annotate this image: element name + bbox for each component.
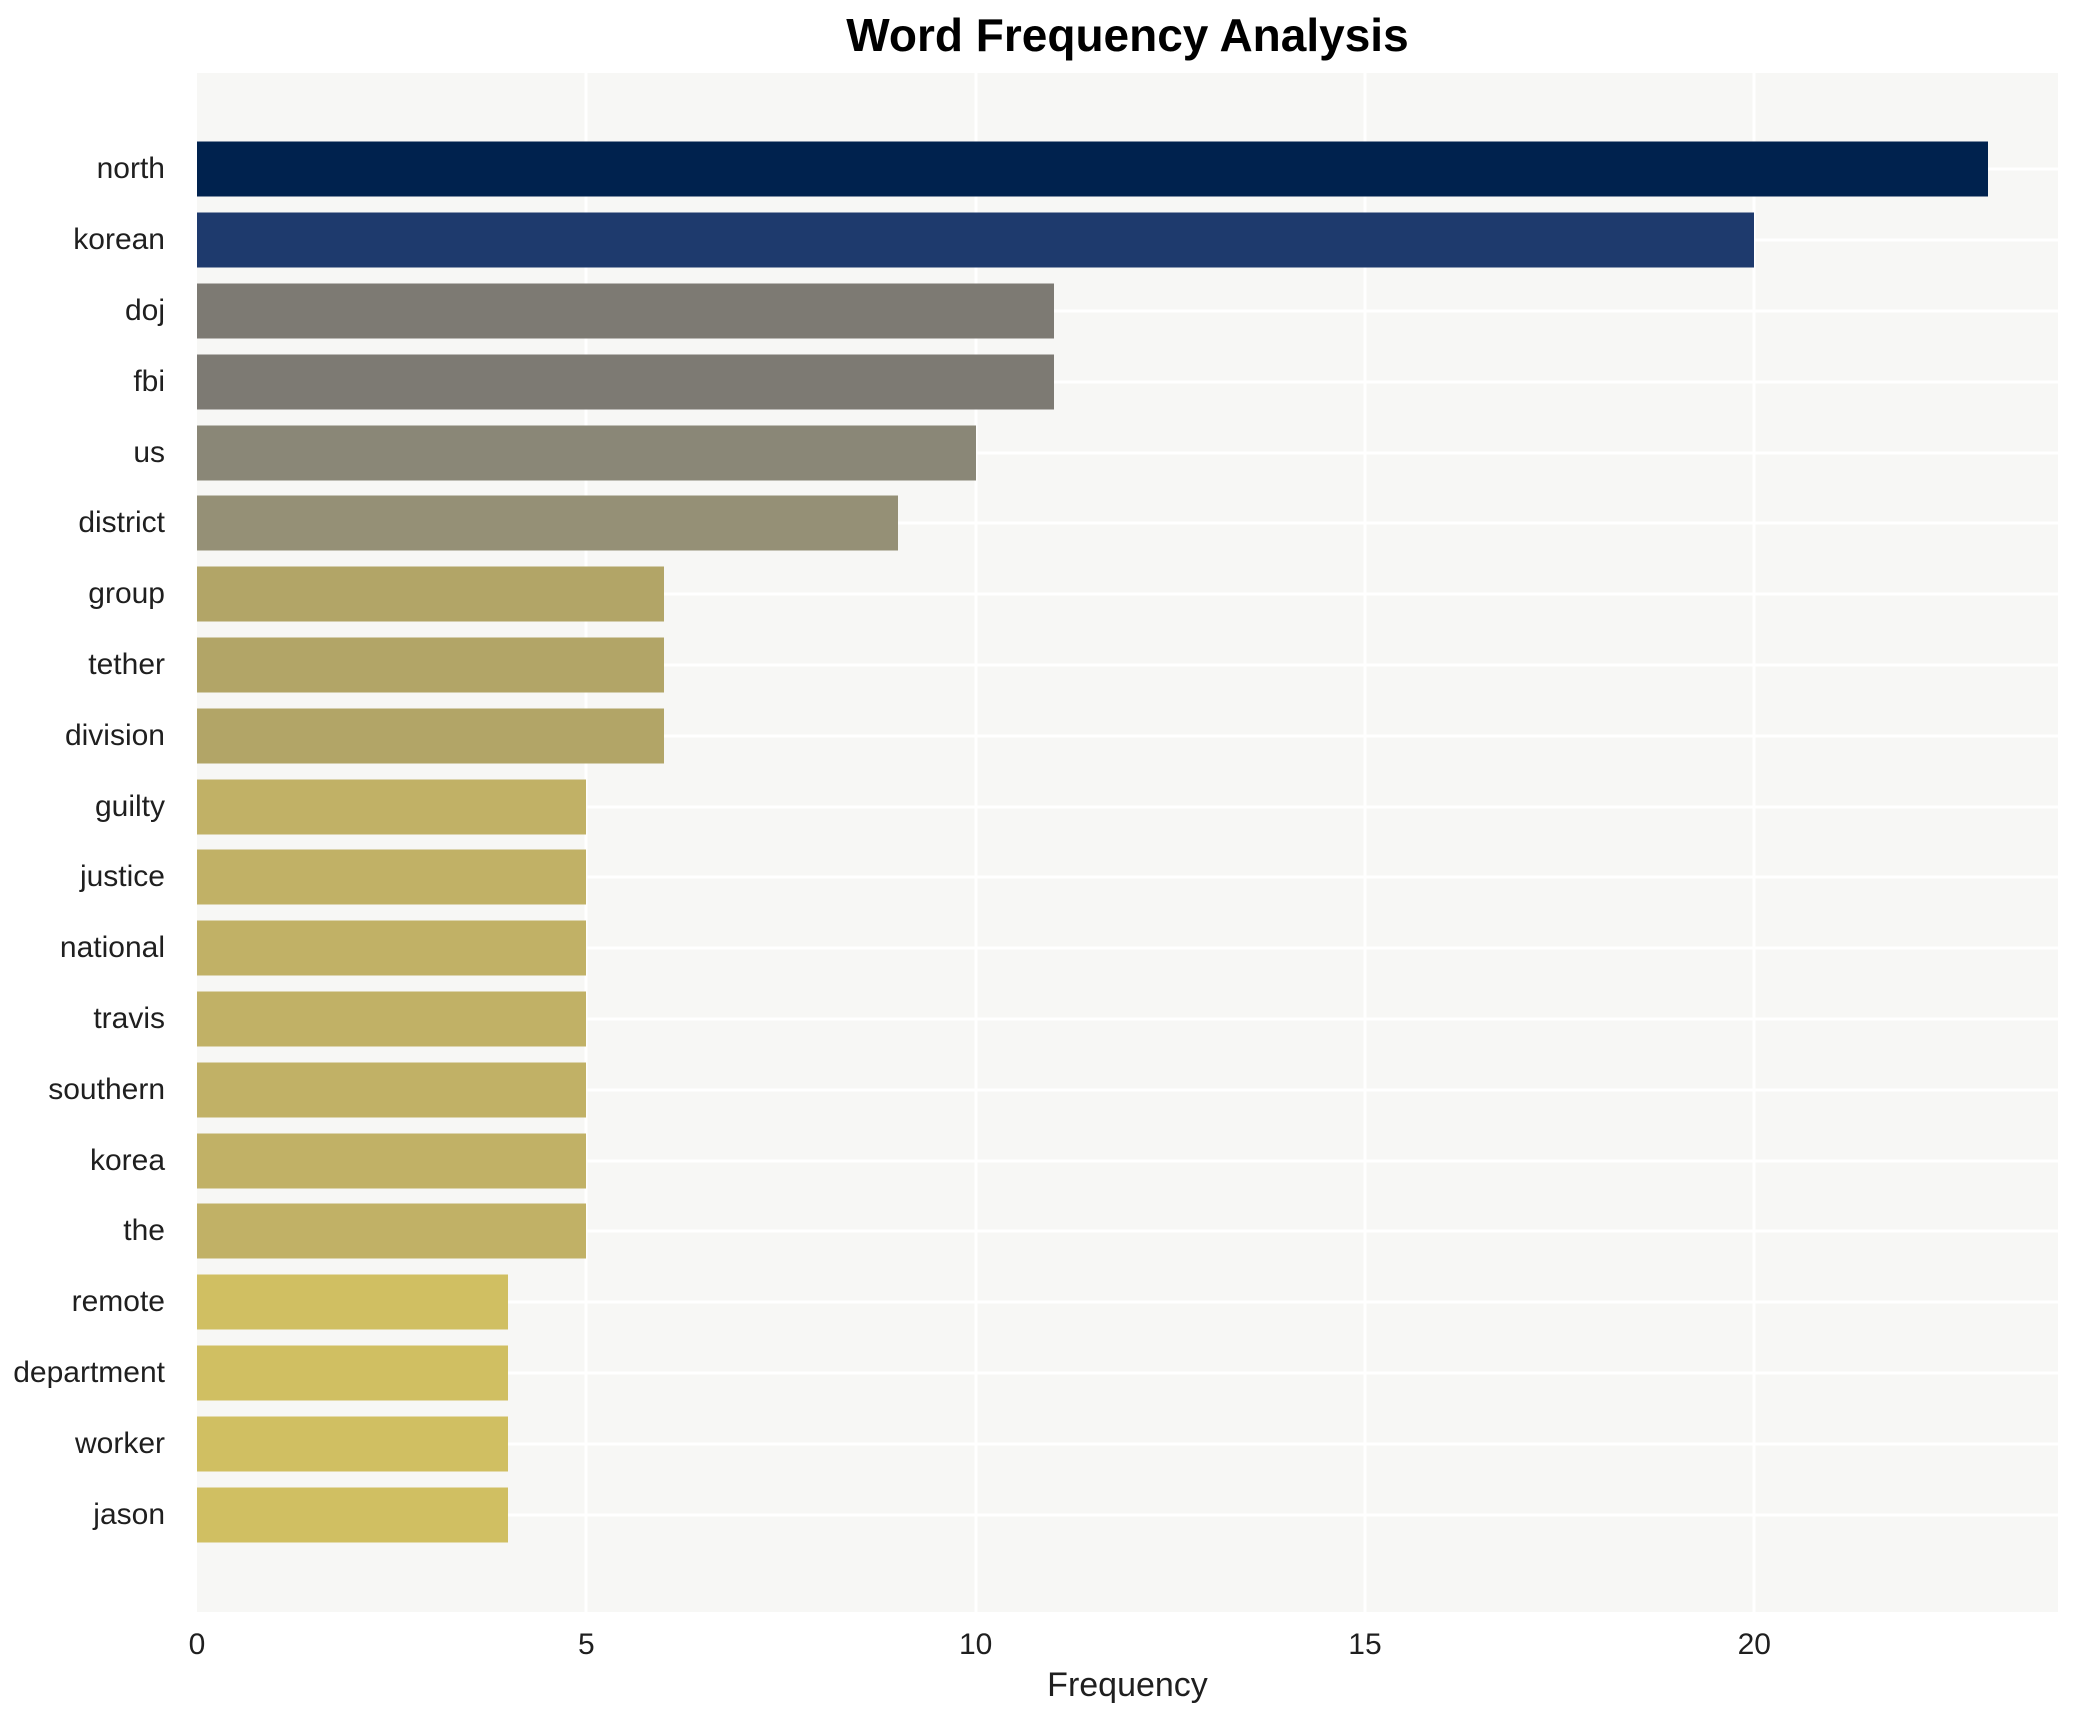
y-tick-label: fbi	[133, 364, 165, 398]
bar-southern	[197, 1062, 587, 1118]
chart-row	[197, 346, 2058, 417]
chart-row	[197, 1408, 2058, 1479]
gridline-horizontal	[197, 451, 2058, 455]
plot-area	[197, 73, 2058, 1612]
bar-guilty	[197, 779, 587, 835]
y-tick-label: department	[13, 1355, 165, 1389]
x-tick-label: 0	[188, 1628, 206, 1661]
chart-row	[197, 700, 2058, 771]
y-tick-label: guilty	[94, 789, 165, 823]
y-tick-label: national	[59, 931, 165, 965]
bar-department	[197, 1345, 509, 1401]
y-tick-label: jason	[93, 1497, 165, 1531]
bar-remote	[197, 1274, 509, 1330]
chart-row	[197, 1196, 2058, 1267]
chart-row	[197, 984, 2058, 1055]
gridline-horizontal	[197, 805, 2058, 809]
bar-rows	[197, 134, 2058, 1550]
chart-row	[197, 488, 2058, 559]
chart-row	[197, 1338, 2058, 1409]
chart-row	[197, 205, 2058, 276]
y-tick-label: district	[78, 506, 165, 540]
chart-row	[197, 559, 2058, 630]
bar-division	[197, 708, 665, 764]
gridline-horizontal	[197, 1442, 2058, 1446]
y-tick-label: justice	[79, 860, 165, 894]
gridline-horizontal	[197, 380, 2058, 384]
y-tick-label: the	[123, 1214, 165, 1248]
y-tick-label: southern	[48, 1072, 165, 1106]
x-tick-label: 15	[1348, 1628, 1382, 1661]
chart-row	[197, 1479, 2058, 1550]
chart-row	[197, 842, 2058, 913]
gridline-horizontal	[197, 1088, 2058, 1092]
chart-row	[197, 276, 2058, 347]
gridline-horizontal	[197, 592, 2058, 596]
y-tick-label: tether	[88, 647, 165, 681]
bar-worker	[197, 1416, 509, 1472]
y-tick-label: korea	[89, 1143, 165, 1177]
bar-fbi	[197, 354, 1054, 410]
x-tick-label: 5	[577, 1628, 595, 1661]
chart-row	[197, 1125, 2058, 1196]
chart-row	[197, 630, 2058, 701]
bar-district	[197, 495, 898, 551]
y-tick-label: worker	[74, 1426, 165, 1460]
gridline-horizontal	[197, 663, 2058, 667]
chart-row	[197, 1054, 2058, 1125]
bar-group	[197, 566, 665, 622]
gridline-horizontal	[197, 1017, 2058, 1021]
bar-justice	[197, 849, 587, 905]
y-tick-label: korean	[73, 223, 165, 257]
gridline-vertical	[1752, 73, 1756, 1612]
chart-row	[197, 771, 2058, 842]
y-tick-label: north	[96, 152, 165, 186]
gridline-vertical	[974, 73, 978, 1612]
gridline-horizontal	[197, 1513, 2058, 1517]
y-tick-label: us	[133, 435, 165, 469]
gridline-horizontal	[197, 734, 2058, 738]
chart-row	[197, 1267, 2058, 1338]
bar-national	[197, 920, 587, 976]
gridline-horizontal	[197, 1371, 2058, 1375]
y-axis-labels: north korean doj fbi us district group tether di…	[0, 134, 181, 1550]
chart-row	[197, 417, 2058, 488]
chart-row	[197, 913, 2058, 984]
gridline-horizontal	[197, 875, 2058, 879]
x-axis-label: Frequency	[1047, 1666, 1208, 1704]
y-tick-label: group	[88, 577, 165, 611]
chart-title: Word Frequency Analysis	[846, 9, 1409, 61]
gridline-vertical	[1363, 73, 1367, 1612]
gridline-horizontal	[197, 1229, 2058, 1233]
bar-doj	[197, 283, 1054, 339]
x-tick-label: 20	[1737, 1628, 1771, 1661]
bar-the	[197, 1203, 587, 1259]
gridline-horizontal	[197, 946, 2058, 950]
bar-tether	[197, 637, 665, 693]
y-tick-label: doj	[124, 293, 165, 327]
gridline-horizontal	[197, 309, 2058, 313]
gridline-horizontal	[197, 521, 2058, 525]
bar-korea	[197, 1133, 587, 1189]
y-tick-label: travis	[93, 1001, 165, 1035]
gridline-horizontal	[197, 1300, 2058, 1304]
gridline-horizontal	[197, 1159, 2058, 1163]
chart-row	[197, 134, 2058, 205]
bar-us	[197, 425, 976, 481]
bar-north	[197, 141, 1988, 197]
bar-travis	[197, 991, 587, 1047]
x-tick-label: 10	[958, 1628, 993, 1661]
gridline-vertical	[584, 73, 588, 1612]
bar-jason	[197, 1487, 509, 1543]
bar-korean	[197, 212, 1755, 268]
y-tick-label: division	[64, 718, 165, 752]
y-tick-label: remote	[71, 1285, 165, 1319]
